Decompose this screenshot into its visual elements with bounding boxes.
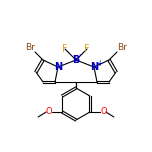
Text: +: + — [96, 59, 102, 67]
Text: N: N — [90, 62, 98, 72]
Text: O: O — [100, 107, 107, 116]
Text: O: O — [45, 107, 52, 116]
Text: Br: Br — [117, 43, 127, 52]
Text: F: F — [62, 44, 68, 54]
Text: B: B — [72, 55, 80, 65]
Text: F: F — [84, 44, 90, 54]
Text: N: N — [54, 62, 62, 72]
Text: Br: Br — [25, 43, 35, 52]
Text: ⁻: ⁻ — [78, 52, 82, 60]
